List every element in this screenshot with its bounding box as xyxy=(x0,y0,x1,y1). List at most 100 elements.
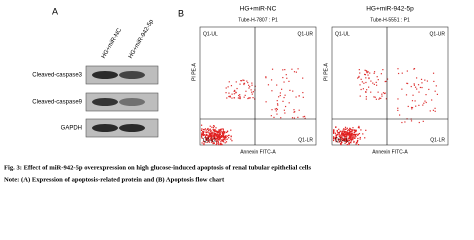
event-dot xyxy=(229,95,231,97)
event-dot xyxy=(267,84,270,86)
event-dot xyxy=(207,129,210,131)
event-dot xyxy=(432,109,435,111)
event-dot xyxy=(401,72,403,74)
event-dot xyxy=(344,142,346,144)
event-dot xyxy=(244,94,246,96)
event-dot xyxy=(231,97,233,99)
event-dot xyxy=(425,101,427,104)
event-dot xyxy=(353,137,356,139)
event-dot xyxy=(276,103,279,105)
event-dot xyxy=(334,132,337,134)
event-dot xyxy=(372,82,374,84)
event-dot xyxy=(335,136,337,139)
event-dot xyxy=(381,93,383,95)
event-dot xyxy=(252,97,254,99)
event-dot xyxy=(224,131,226,133)
panel-label: B xyxy=(178,8,184,18)
event-dot xyxy=(342,130,344,133)
event-dot xyxy=(406,70,408,72)
quadrant-label: Q1-UL xyxy=(203,31,218,37)
event-dot xyxy=(278,96,280,98)
event-dot xyxy=(223,131,225,133)
event-dot xyxy=(375,84,378,86)
event-dot xyxy=(357,126,360,129)
event-dot xyxy=(333,138,335,140)
event-dot xyxy=(346,133,348,135)
event-dot xyxy=(204,141,206,143)
event-dot xyxy=(335,134,337,136)
event-dot xyxy=(406,82,409,85)
event-dot xyxy=(350,130,352,133)
event-dot xyxy=(211,133,213,135)
event-dot xyxy=(434,107,436,109)
event-dot xyxy=(210,132,212,135)
event-dot xyxy=(333,139,335,142)
event-dot xyxy=(209,131,212,133)
event-dot xyxy=(211,132,213,134)
event-dot xyxy=(357,137,359,140)
event-dot xyxy=(240,80,243,82)
event-dot xyxy=(351,135,353,137)
event-dot xyxy=(355,130,357,132)
event-dot xyxy=(339,134,342,136)
event-dot xyxy=(347,139,349,142)
event-dot xyxy=(352,137,354,139)
event-dot xyxy=(351,130,353,132)
event-dot xyxy=(212,134,214,136)
event-dot xyxy=(340,136,343,138)
event-dot xyxy=(205,131,207,134)
event-dot xyxy=(359,84,361,86)
event-dot xyxy=(341,139,343,141)
event-dot xyxy=(218,142,220,144)
blot-band xyxy=(92,71,118,79)
event-dot xyxy=(385,80,387,83)
event-dot xyxy=(344,139,346,141)
event-dot xyxy=(247,81,249,84)
event-dot xyxy=(433,80,435,83)
event-dot xyxy=(354,133,356,135)
event-dot xyxy=(411,106,414,109)
event-dot xyxy=(335,140,337,142)
blot-box xyxy=(85,92,159,112)
event-dot xyxy=(435,85,437,87)
event-dot xyxy=(422,104,424,106)
event-dot xyxy=(406,82,408,84)
event-dot xyxy=(279,94,281,97)
event-dot xyxy=(341,132,343,134)
event-dot xyxy=(355,141,358,144)
event-dot xyxy=(220,143,223,145)
event-dot xyxy=(431,99,433,101)
event-dot xyxy=(293,109,295,111)
event-dot xyxy=(214,134,216,136)
event-dot xyxy=(203,144,205,146)
event-dot xyxy=(365,70,367,72)
event-dot xyxy=(338,128,340,130)
event-dot xyxy=(217,137,220,139)
event-dot xyxy=(243,83,245,86)
event-dot xyxy=(411,108,413,110)
event-dot xyxy=(378,98,380,100)
event-dot xyxy=(207,140,210,142)
event-dot xyxy=(364,69,366,71)
event-dot xyxy=(360,88,362,91)
event-dot xyxy=(213,137,215,140)
event-dot xyxy=(357,134,359,136)
event-dot xyxy=(347,129,349,131)
event-dot xyxy=(214,130,216,133)
event-dot xyxy=(298,95,300,97)
event-dot xyxy=(428,88,430,91)
event-dot xyxy=(211,131,213,133)
event-dot xyxy=(210,139,213,142)
event-dot xyxy=(398,114,401,116)
event-dot xyxy=(410,120,413,122)
event-dot xyxy=(216,137,219,139)
event-dot xyxy=(348,132,351,134)
event-dot xyxy=(348,144,350,146)
event-dot xyxy=(401,121,403,124)
event-dot xyxy=(355,143,357,145)
event-dot xyxy=(215,144,217,146)
event-dot xyxy=(354,134,356,136)
event-dot xyxy=(251,91,253,93)
blot-band xyxy=(92,124,118,132)
event-dot xyxy=(349,136,351,138)
